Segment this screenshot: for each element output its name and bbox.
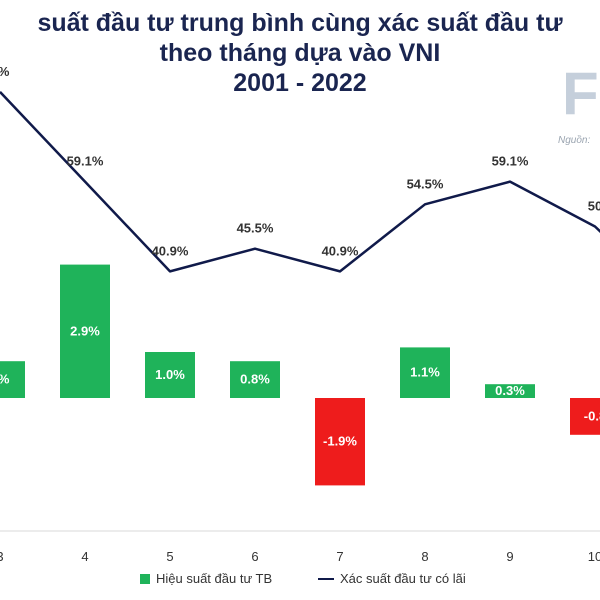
bar-label-7: -1.9% — [323, 434, 357, 449]
bar-7 — [315, 398, 365, 486]
bar-label-10: -0.8 — [584, 408, 600, 423]
line-label-4: 59.1% — [67, 154, 104, 169]
bar-label-4: 2.9% — [70, 323, 100, 338]
chart-title-line-2: theo tháng dựa vào VNI — [159, 39, 441, 67]
bar-10 — [570, 398, 600, 435]
x-tick-5: 5 — [166, 549, 173, 564]
legend-bar-label: Hiệu suất đầu tư TB — [156, 571, 273, 586]
legend-item-bar: Hiệu suất đầu tư TB — [140, 571, 272, 586]
line-label-5: 40.9% — [152, 243, 189, 258]
bar-label-8: 1.1% — [410, 365, 440, 380]
line-label-9: 59.1% — [492, 154, 529, 169]
bar-5 — [145, 352, 195, 398]
bar-6 — [230, 361, 280, 398]
legend-item-line: Xác suất đầu tư có lãi — [318, 571, 466, 586]
line-label-3: 7% — [0, 64, 10, 79]
chart-legend: Hiệu suất đầu tư TB Xác suất đầu tư có l… — [0, 571, 600, 591]
chart-title-line-3: 2001 - 2022 — [233, 69, 367, 97]
line-label-6: 45.5% — [237, 221, 274, 236]
bar-9 — [485, 384, 535, 398]
x-tick-3: 3 — [0, 549, 4, 564]
line-label-7: 40.9% — [322, 243, 359, 258]
legend-line-swatch — [318, 577, 334, 580]
x-tick-8: 8 — [421, 549, 428, 564]
source-note: Nguồn: — [558, 135, 591, 146]
legend-bar-swatch — [140, 573, 150, 584]
bar-label-9: 0.3% — [495, 383, 525, 398]
x-tick-6: 6 — [251, 549, 258, 564]
line-label-8: 54.5% — [407, 176, 444, 191]
line-series-probability — [0, 91, 600, 273]
bar-3 — [0, 361, 25, 398]
bar-label-3: 8% — [0, 372, 10, 387]
x-tick-7: 7 — [336, 549, 343, 564]
x-tick-10: 10 — [588, 549, 600, 564]
bar-label-6: 0.8% — [240, 372, 270, 387]
legend-line-label: Xác suất đầu tư có lãi — [340, 571, 466, 586]
chart-title-line-1: suất đầu tư trung bình cùng xác suất đầu… — [37, 9, 563, 37]
chart-title: suất đầu tư trung bình cùng xác suất đầu… — [0, 8, 600, 98]
bar-8 — [400, 347, 450, 398]
x-tick-9: 9 — [506, 549, 513, 564]
bar-4 — [60, 264, 110, 398]
bar-label-5: 1.0% — [155, 367, 185, 382]
line-label-10: 50 — [588, 199, 600, 214]
brand-logo: F — [562, 60, 599, 127]
x-tick-4: 4 — [81, 549, 88, 564]
